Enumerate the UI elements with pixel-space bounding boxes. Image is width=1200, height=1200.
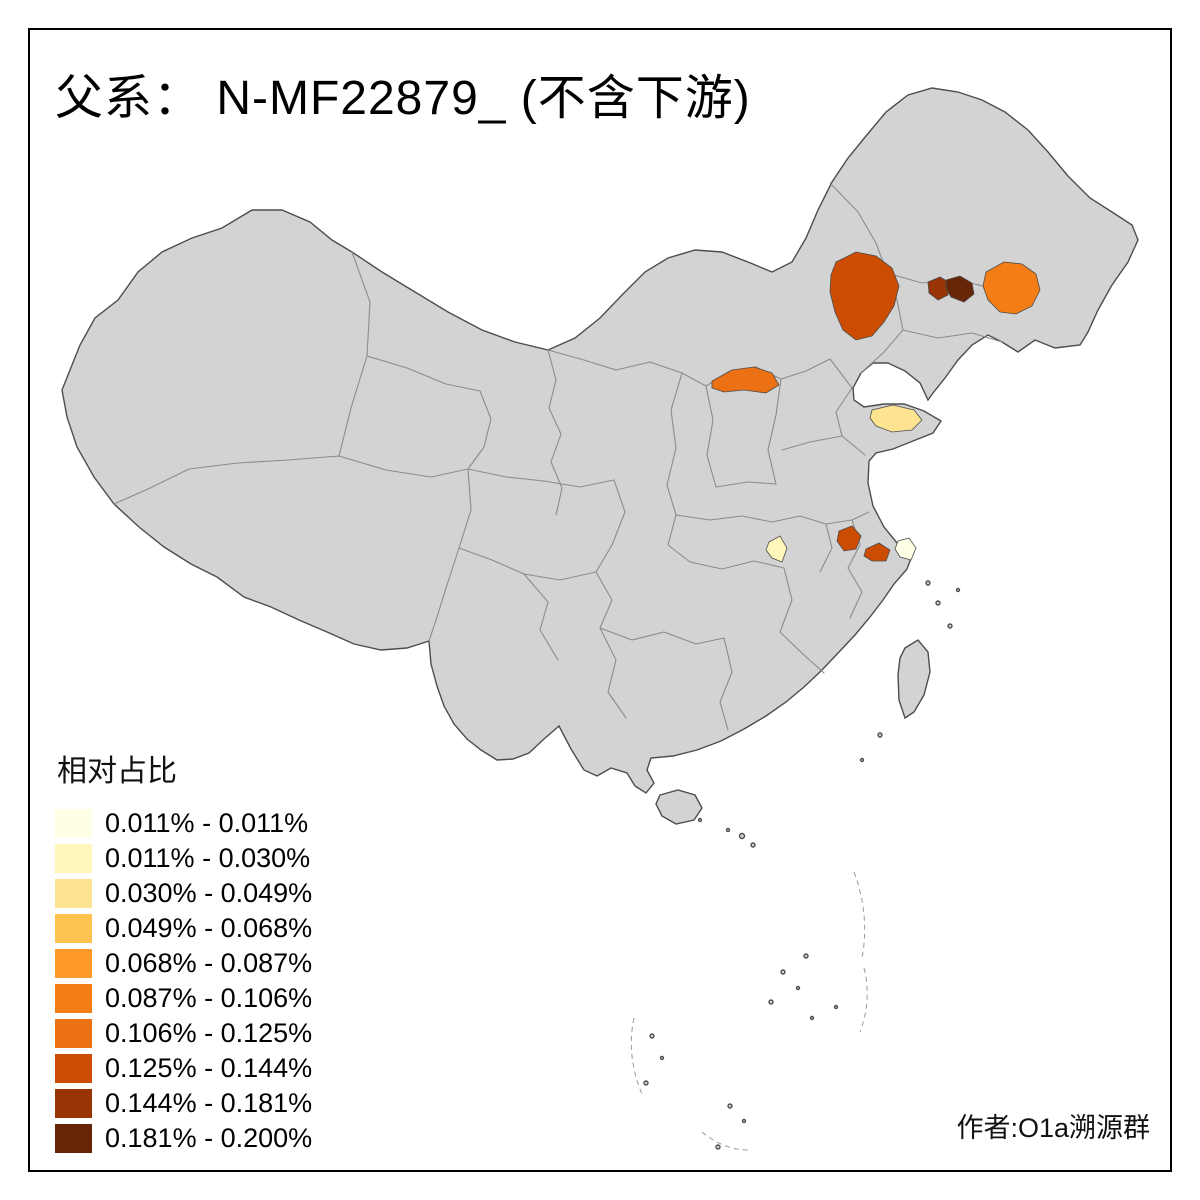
legend: 相对占比 0.011% - 0.011% 0.011% - 0.030% 0.030… bbox=[55, 746, 312, 1156]
legend-label: 0.144% - 0.181% bbox=[105, 1088, 313, 1118]
legend-label: 0.125% - 0.144% bbox=[105, 1053, 313, 1083]
legend-title: 相对占比 bbox=[57, 755, 177, 788]
legend-label: 0.181% - 0.200% bbox=[105, 1123, 313, 1153]
legend-row: 0.144% - 0.181% bbox=[55, 1086, 312, 1121]
legend-row: 0.087% - 0.106% bbox=[55, 981, 312, 1016]
region-shanxi-north-band bbox=[711, 366, 780, 394]
legend-row: 0.181% - 0.200% bbox=[55, 1121, 312, 1156]
small-islands bbox=[630, 580, 961, 1151]
legend-swatch bbox=[55, 879, 92, 908]
region-jilin-west-dark bbox=[927, 276, 951, 301]
legend-label: 0.011% - 0.030% bbox=[105, 843, 311, 873]
legend-row: 0.049% - 0.068% bbox=[55, 911, 312, 946]
region-hubei-pale bbox=[765, 535, 788, 563]
mainland-outline bbox=[61, 87, 1139, 794]
legend-label: 0.106% - 0.125% bbox=[105, 1018, 313, 1048]
legend-row: 0.068% - 0.087% bbox=[55, 946, 312, 981]
legend-label: 0.011% - 0.011% bbox=[105, 808, 309, 838]
legend-swatch bbox=[55, 914, 92, 943]
region-shanghai-cream bbox=[894, 537, 917, 561]
region-shandong-pale bbox=[869, 404, 923, 433]
legend-items: 0.011% - 0.011% 0.011% - 0.030% 0.030% - 0… bbox=[55, 806, 312, 1156]
legend-swatch bbox=[55, 949, 92, 978]
highlighted-regions bbox=[711, 251, 1041, 563]
legend-row: 0.125% - 0.144% bbox=[55, 1051, 312, 1086]
figure-title: 父系： N-MF22879_ (不含下游) bbox=[55, 72, 751, 125]
legend-swatch bbox=[55, 844, 92, 873]
legend-row: 0.011% - 0.030% bbox=[55, 841, 312, 876]
region-inner-mongolia-southeast bbox=[829, 251, 900, 341]
legend-row: 0.030% - 0.049% bbox=[55, 876, 312, 911]
hainan-island bbox=[655, 789, 703, 825]
region-jilin-east-orange bbox=[982, 261, 1041, 315]
legend-label: 0.087% - 0.106% bbox=[105, 983, 313, 1013]
legend-swatch bbox=[55, 1054, 92, 1083]
legend-row: 0.106% - 0.125% bbox=[55, 1016, 312, 1051]
legend-swatch bbox=[55, 1089, 92, 1118]
legend-swatch bbox=[55, 1124, 92, 1153]
region-jilin-central-darkest bbox=[945, 275, 975, 303]
legend-row: 0.011% - 0.011% bbox=[55, 806, 312, 841]
legend-swatch bbox=[55, 809, 92, 838]
taiwan-island bbox=[897, 639, 931, 720]
region-jiangsu-south-dark bbox=[863, 542, 891, 562]
legend-label: 0.068% - 0.087% bbox=[105, 948, 313, 978]
legend-label: 0.030% - 0.049% bbox=[105, 878, 313, 908]
attribution: 作者:O1a溯源群 bbox=[956, 1113, 1150, 1143]
legend-swatch bbox=[55, 1019, 92, 1048]
legend-label: 0.049% - 0.068% bbox=[105, 913, 313, 943]
legend-swatch bbox=[55, 984, 92, 1013]
province-borders bbox=[113, 182, 1017, 731]
landmass bbox=[61, 87, 1139, 825]
region-anhui-dark bbox=[836, 525, 862, 552]
